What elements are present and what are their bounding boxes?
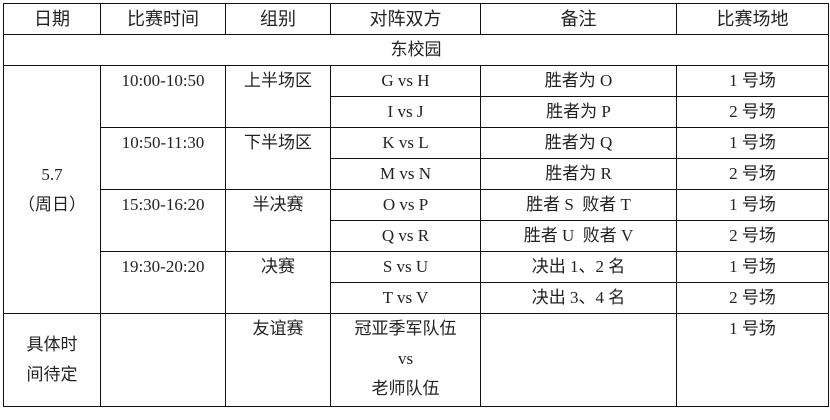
matchup-cell: M vs N [330,158,481,190]
friendly-date-line1: 具体时 [26,335,78,354]
matchup-cell: T vs V [330,282,481,314]
friendly-teams-line2: vs [397,349,414,368]
header-note: 备注 [480,3,677,35]
header-matchup: 对阵双方 [330,3,481,35]
matchup-cell: K vs L [330,127,481,159]
venue-cell: 2 号场 [676,158,829,190]
venue-cell: 2 号场 [676,282,829,314]
matchup-cell: I vs J [330,96,481,128]
matchup-cell: Q vs R [330,220,481,252]
group-cell: 决赛 [225,251,331,314]
venue-cell: 1 号场 [676,189,829,221]
matchup-cell: S vs U [330,251,481,283]
friendly-note-cell [480,313,677,407]
venue-cell: 1 号场 [676,251,829,283]
note-cell: 胜者为 O [480,65,677,97]
time-cell: 10:00-10:50 [100,65,226,128]
note-cell: 决出 3、4 名 [480,282,677,314]
header-group: 组别 [225,3,331,35]
campus-name: 东校园 [3,34,829,66]
table-row: M vs N 胜者为 R 2 号场 [4,158,829,190]
header-venue: 比赛场地 [676,3,829,35]
table-row: 15:30-16:20 半决赛 O vs P 胜者 S 败者 T 1 号场 [4,189,829,252]
table-row: 19:30-20:20 决赛 S vs U 决出 1、2 名 1 号场 [4,251,829,314]
time-cell: 19:30-20:20 [100,251,226,314]
friendly-time-cell [100,313,226,407]
matchup-cell: O vs P [330,189,481,221]
time-cell: 10:50-11:30 [100,127,226,190]
venue-cell: 1 号场 [676,65,829,97]
matchup-cell: G vs H [330,65,481,97]
table-row: T vs V 决出 3、4 名 2 号场 [4,282,829,314]
note-cell: 胜者为 R [480,158,677,190]
table-row: I vs J 胜者为 P 2 号场 [4,96,829,128]
friendly-date-line2: 间待定 [26,365,78,384]
friendly-teams-line1: 冠亚季军队伍 [354,319,457,338]
note-cell: 胜者 S 败者 T [480,189,677,221]
note-cell: 决出 1、2 名 [480,251,677,283]
table-row: 10:50-11:30 下半场区 K vs L 胜者为 Q 1 号场 [4,127,829,190]
group-cell: 上半场区 [225,65,331,128]
header-time: 比赛时间 [100,3,226,35]
time-cell: 15:30-16:20 [100,189,226,252]
friendly-group-cell: 友谊赛 [225,313,331,407]
table-row: 5.7 （周日） 10:00-10:50 上半场区 G vs H 胜者为 O 1… [3,65,829,314]
friendly-teams-line3: 老师队伍 [371,379,440,398]
date-line2: （周日） [18,194,86,214]
friendly-row: 具体时 间待定 友谊赛 冠亚季军队伍 vs 老师队伍 1 号场 [3,313,829,407]
header-date: 日期 [3,3,101,35]
table-row: Q vs R 胜者 U 败者 V 2 号场 [4,220,829,252]
date-line1: 5.7 [41,164,63,184]
friendly-matchup-cell: 冠亚季军队伍 vs 老师队伍 [330,313,481,407]
schedule-table: 日期 比赛时间 组别 对阵双方 备注 比赛场地 东校园 5.7 （周日） 10:… [3,3,829,407]
note-cell: 胜者为 Q [480,127,677,159]
venue-cell: 2 号场 [676,96,829,128]
date-cell: 5.7 （周日） [3,65,101,314]
friendly-venue-cell: 1 号场 [676,313,829,407]
note-cell: 胜者为 P [480,96,677,128]
friendly-date-cell: 具体时 间待定 [3,313,101,407]
group-cell: 半决赛 [225,189,331,252]
header-row: 日期 比赛时间 组别 对阵双方 备注 比赛场地 [3,3,829,35]
campus-row: 东校园 [3,34,829,66]
group-cell: 下半场区 [225,127,331,190]
note-cell: 胜者 U 败者 V [480,220,677,252]
venue-cell: 1 号场 [676,127,829,159]
venue-cell: 2 号场 [676,220,829,252]
